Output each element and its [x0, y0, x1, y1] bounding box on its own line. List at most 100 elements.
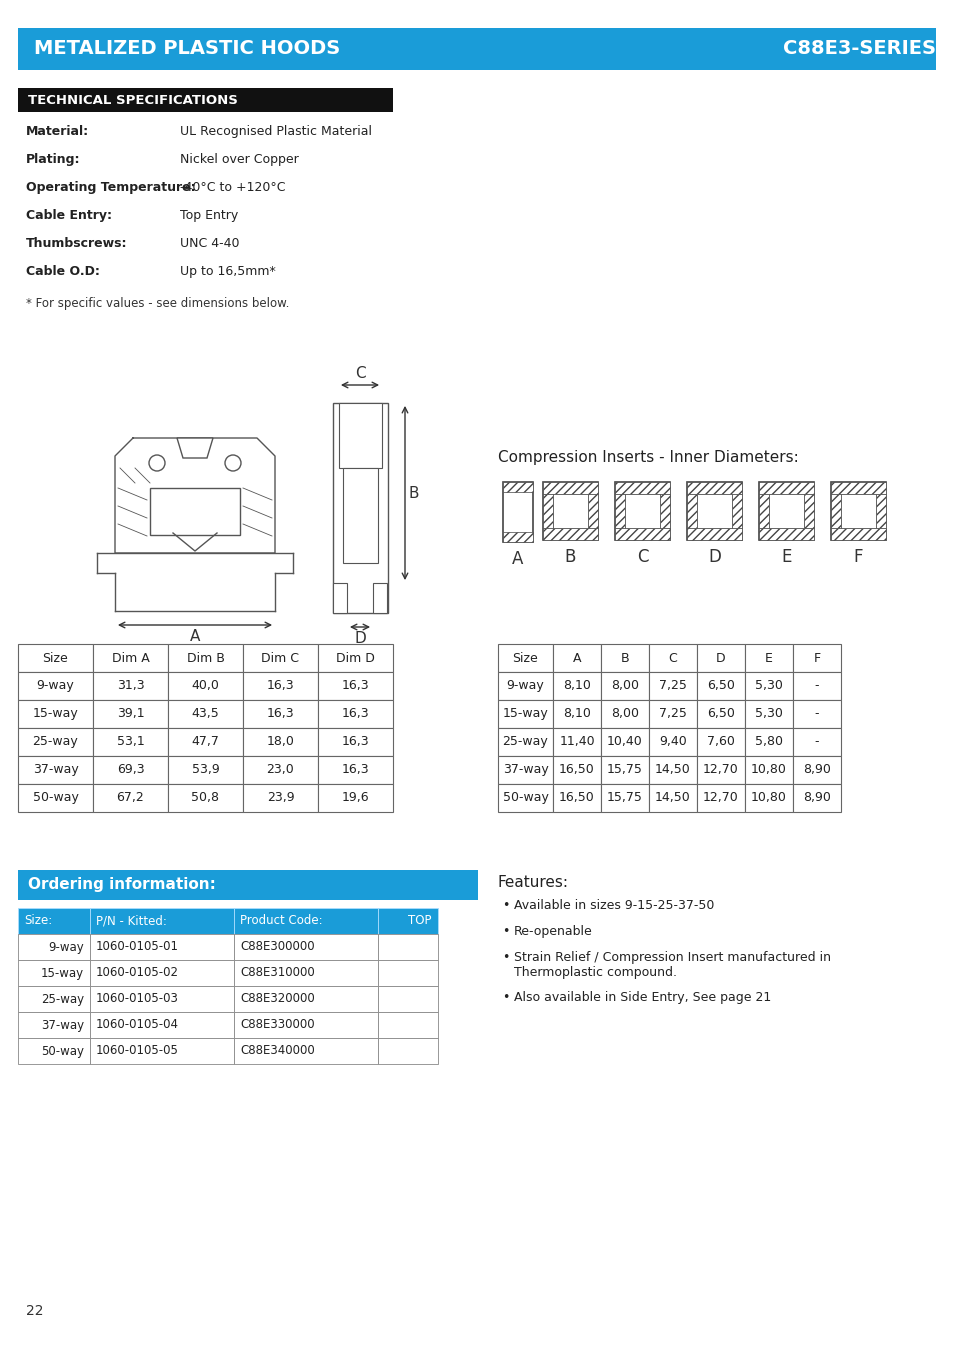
Bar — [792, 672, 841, 701]
Bar — [233, 960, 377, 985]
Bar — [600, 756, 648, 784]
Bar — [759, 482, 813, 540]
Bar — [338, 404, 381, 468]
Bar — [875, 494, 885, 528]
Bar — [150, 487, 240, 535]
Circle shape — [225, 455, 241, 471]
Text: 12,70: 12,70 — [702, 791, 739, 805]
Text: 16,50: 16,50 — [558, 791, 595, 805]
Bar — [502, 482, 533, 541]
Bar — [624, 494, 659, 528]
Bar — [243, 672, 317, 701]
Text: 10,80: 10,80 — [750, 791, 786, 805]
Text: 16,3: 16,3 — [341, 707, 369, 721]
Text: Size: Size — [512, 652, 537, 664]
Bar — [615, 494, 624, 528]
Text: 23,0: 23,0 — [266, 764, 294, 776]
Text: 14,50: 14,50 — [655, 791, 690, 805]
Bar — [792, 728, 841, 756]
Text: •: • — [501, 925, 509, 938]
Text: Available in sizes 9-15-25-37-50: Available in sizes 9-15-25-37-50 — [514, 899, 714, 913]
Bar — [168, 756, 243, 784]
Bar — [243, 644, 317, 672]
Bar — [168, 644, 243, 672]
Bar — [553, 756, 600, 784]
Text: Ordering information:: Ordering information: — [28, 878, 215, 892]
Text: 8,90: 8,90 — [802, 791, 830, 805]
Bar — [587, 494, 598, 528]
Bar — [377, 934, 437, 960]
Text: UL Recognised Plastic Material: UL Recognised Plastic Material — [180, 126, 372, 138]
Bar — [830, 482, 885, 540]
Text: •: • — [501, 899, 509, 913]
Text: 53,9: 53,9 — [192, 764, 219, 776]
Bar — [841, 494, 875, 528]
Text: C: C — [668, 652, 677, 664]
Bar — [18, 644, 92, 672]
Bar — [542, 482, 598, 540]
Text: A: A — [190, 629, 200, 644]
Bar — [731, 494, 741, 528]
Text: C88E310000: C88E310000 — [240, 967, 314, 980]
Bar — [497, 701, 553, 728]
Bar — [317, 756, 393, 784]
Bar — [18, 1012, 90, 1038]
Bar — [92, 784, 168, 811]
Text: 5,80: 5,80 — [754, 736, 782, 748]
Text: Size:: Size: — [24, 914, 52, 927]
Bar — [759, 528, 813, 540]
Bar — [168, 784, 243, 811]
Bar — [744, 644, 792, 672]
Text: 5,30: 5,30 — [754, 679, 782, 693]
Text: 16,3: 16,3 — [341, 764, 369, 776]
Text: 16,3: 16,3 — [341, 679, 369, 693]
Bar — [92, 701, 168, 728]
Text: 9,40: 9,40 — [659, 736, 686, 748]
Bar — [90, 986, 233, 1012]
Text: Cable Entry:: Cable Entry: — [26, 209, 112, 221]
Bar — [90, 960, 233, 985]
Bar — [18, 869, 477, 900]
Bar — [553, 784, 600, 811]
Bar — [759, 494, 768, 528]
Bar — [744, 756, 792, 784]
Bar — [648, 728, 697, 756]
Bar — [830, 528, 885, 540]
Bar — [343, 468, 377, 563]
Text: Plating:: Plating: — [26, 153, 80, 166]
Text: 37-way: 37-way — [41, 1018, 84, 1031]
Text: 53,1: 53,1 — [116, 736, 144, 748]
Text: 25-way: 25-way — [41, 992, 84, 1006]
Text: 50,8: 50,8 — [192, 791, 219, 805]
Text: 8,00: 8,00 — [610, 707, 639, 721]
Bar — [243, 756, 317, 784]
Text: 7,25: 7,25 — [659, 707, 686, 721]
Text: A: A — [572, 652, 580, 664]
Bar — [18, 28, 935, 70]
Bar — [92, 756, 168, 784]
Bar — [18, 934, 90, 960]
Bar — [744, 784, 792, 811]
Text: 5,30: 5,30 — [754, 707, 782, 721]
Bar — [792, 701, 841, 728]
Text: Dim C: Dim C — [261, 652, 299, 664]
Text: 31,3: 31,3 — [116, 679, 144, 693]
Bar — [18, 756, 92, 784]
Bar — [553, 672, 600, 701]
Bar — [648, 701, 697, 728]
Bar — [697, 494, 731, 528]
Text: 1060-0105-02: 1060-0105-02 — [96, 967, 179, 980]
Bar — [792, 756, 841, 784]
Text: 1060-0105-03: 1060-0105-03 — [96, 992, 179, 1006]
Bar — [803, 494, 813, 528]
Bar — [18, 960, 90, 985]
Text: D: D — [707, 548, 720, 566]
Bar — [768, 494, 803, 528]
Text: 8,10: 8,10 — [562, 679, 590, 693]
Text: -: - — [814, 736, 819, 748]
Text: METALIZED PLASTIC HOODS: METALIZED PLASTIC HOODS — [34, 39, 340, 58]
Text: 6,50: 6,50 — [706, 679, 734, 693]
Text: 15,75: 15,75 — [606, 764, 642, 776]
Bar — [243, 701, 317, 728]
Text: B: B — [620, 652, 629, 664]
